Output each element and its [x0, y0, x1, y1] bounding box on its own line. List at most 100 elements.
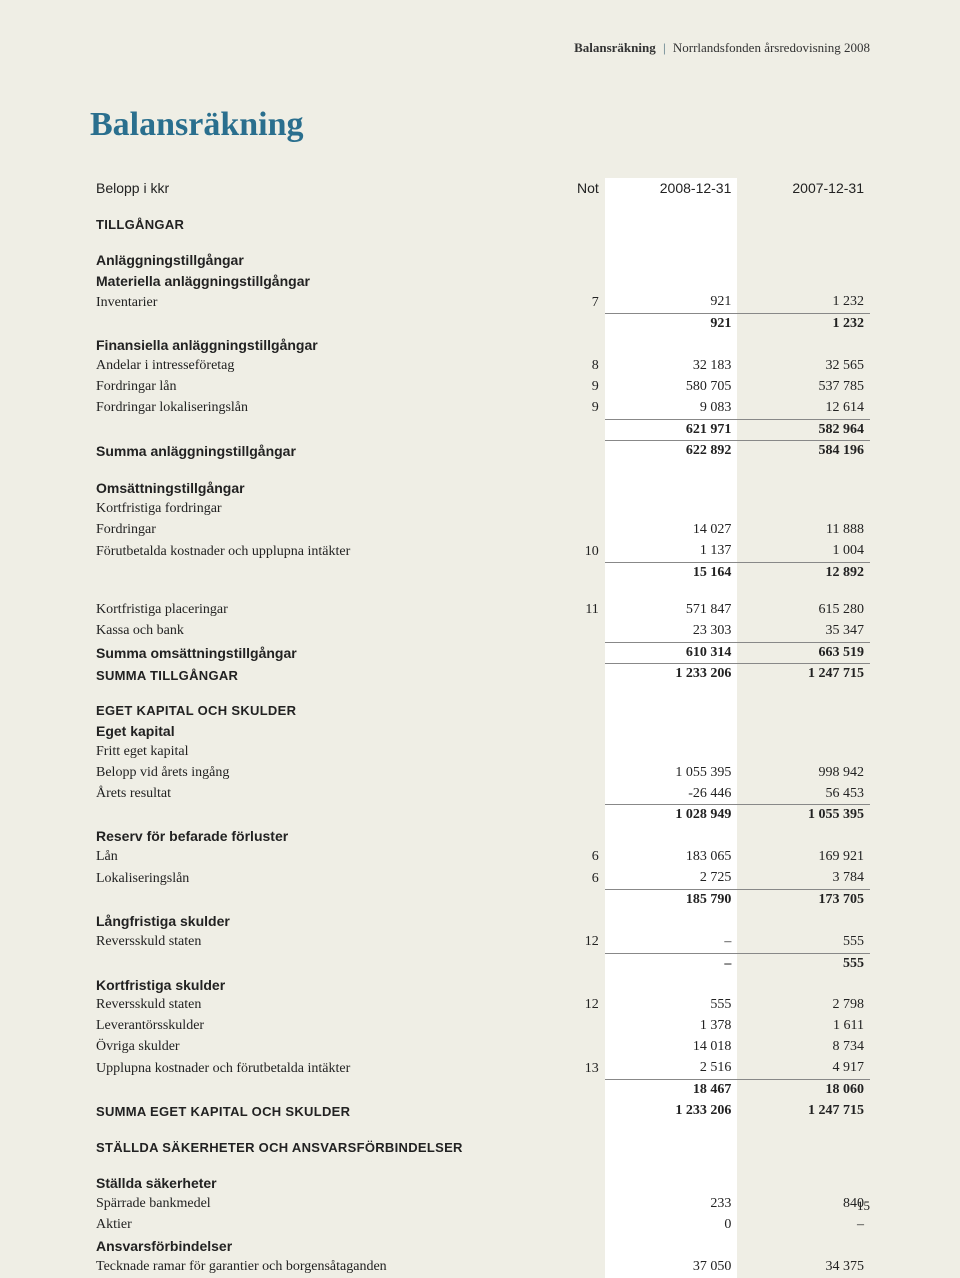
- v1: 1 233 206: [605, 1101, 738, 1122]
- v1: –: [605, 932, 738, 953]
- label: Reversskuld staten: [90, 932, 527, 953]
- row-summa-till: SUMMA TILLGÅNGAR 1 233 206 1 247 715: [90, 664, 870, 685]
- v1: 14 027: [605, 520, 738, 541]
- balance-sheet-table: Belopp i kkr Not 2008-12-31 2007-12-31 T…: [90, 178, 870, 1278]
- v2: 35 347: [737, 621, 870, 642]
- v2: 4 917: [737, 1058, 870, 1079]
- col-not: Not: [527, 178, 605, 199]
- row-fordr-lan: Fordringar lån 9 580 705 537 785: [90, 377, 870, 398]
- column-header-row: Belopp i kkr Not 2008-12-31 2007-12-31: [90, 178, 870, 199]
- section-stallda: Ställda säkerheter: [90, 1173, 527, 1194]
- row-belopp-ingang: Belopp vid årets ingång 1 055 395 998 94…: [90, 763, 870, 784]
- not: 12: [527, 995, 605, 1016]
- v2: 1 247 715: [737, 1101, 870, 1122]
- page-number: 15: [857, 1198, 870, 1214]
- v2: 3 784: [737, 868, 870, 889]
- label: SUMMA TILLGÅNGAR: [90, 664, 527, 685]
- label: Summa omsättningstillgångar: [90, 642, 527, 664]
- row-revers-l: Reversskuld staten 12 – 555: [90, 932, 870, 953]
- label: Tecknade ramar för garantier och borgens…: [90, 1257, 527, 1278]
- label: Övriga skulder: [90, 1037, 527, 1058]
- label: Andelar i intresseföretag: [90, 356, 527, 377]
- not: 9: [527, 398, 605, 419]
- v2: 555: [737, 953, 870, 974]
- label: Lån: [90, 847, 527, 868]
- row-eget-sum: 1 028 949 1 055 395: [90, 805, 870, 826]
- v1: 14 018: [605, 1037, 738, 1058]
- row-kort-sum: 18 467 18 060: [90, 1080, 870, 1101]
- v1: 18 467: [605, 1080, 738, 1101]
- not: 11: [527, 600, 605, 621]
- label: Belopp vid årets ingång: [90, 763, 527, 784]
- v2: –: [737, 1215, 870, 1236]
- v2: 11 888: [737, 520, 870, 541]
- label: SUMMA EGET KAPITAL OCH SKULDER: [90, 1101, 527, 1122]
- v2: 582 964: [737, 419, 870, 441]
- not: 6: [527, 847, 605, 868]
- row-tecknade: Tecknade ramar för garantier och borgens…: [90, 1257, 870, 1278]
- page-title: Balansräkning: [90, 106, 870, 144]
- v1: 610 314: [605, 642, 738, 664]
- label: Leverantörsskulder: [90, 1016, 527, 1037]
- section-fin: Finansiella anläggningstillgångar: [90, 335, 527, 356]
- v2: 12 614: [737, 398, 870, 419]
- v2: 32 565: [737, 356, 870, 377]
- label: Aktier: [90, 1215, 527, 1236]
- v1: 571 847: [605, 600, 738, 621]
- not: 9: [527, 377, 605, 398]
- v2: 537 785: [737, 377, 870, 398]
- row-fordringar: Fordringar 14 027 11 888: [90, 520, 870, 541]
- v1: 621 971: [605, 419, 738, 441]
- v2: 998 942: [737, 763, 870, 784]
- not: 13: [527, 1058, 605, 1079]
- label: Fordringar lokaliseringslån: [90, 398, 527, 419]
- row-arets-res: Årets resultat -26 446 56 453: [90, 784, 870, 805]
- v2: 1 055 395: [737, 805, 870, 826]
- row-upplupna: Upplupna kostnader och förutbetalda intä…: [90, 1058, 870, 1079]
- page: Balansräkning | Norrlandsfonden årsredov…: [0, 0, 960, 1238]
- section-oms: Omsättningstillgångar: [90, 478, 527, 499]
- v2: 8 734: [737, 1037, 870, 1058]
- row-revers-k: Reversskuld staten 12 555 2 798: [90, 995, 870, 1016]
- v1: 1 137: [605, 541, 738, 562]
- v1: –: [605, 953, 738, 974]
- v1: 2 516: [605, 1058, 738, 1079]
- row-kort-plac: Kortfristiga placeringar 11 571 847 615 …: [90, 600, 870, 621]
- v1: 2 725: [605, 868, 738, 889]
- v1: 580 705: [605, 377, 738, 398]
- section-reserv: Reserv för befarade förluster: [90, 826, 527, 847]
- v2: 1 611: [737, 1016, 870, 1037]
- v1: 233: [605, 1194, 738, 1215]
- row-lev: Leverantörsskulder 1 378 1 611: [90, 1016, 870, 1037]
- col-2007: 2007-12-31: [737, 178, 870, 199]
- v2: 173 705: [737, 890, 870, 911]
- v1: 23 303: [605, 621, 738, 642]
- row-andelar: Andelar i intresseföretag 8 32 183 32 56…: [90, 356, 870, 377]
- v2: 34 375: [737, 1257, 870, 1278]
- v2: 12 892: [737, 562, 870, 583]
- v1: 1 378: [605, 1016, 738, 1037]
- v2: 663 519: [737, 642, 870, 664]
- v1: 9 083: [605, 398, 738, 419]
- section-fritt: Fritt eget kapital: [90, 742, 527, 763]
- separator: |: [663, 40, 666, 55]
- v1: 37 050: [605, 1257, 738, 1278]
- section-ansvars: Ansvarsförbindelser: [90, 1236, 527, 1257]
- label: Inventarier: [90, 292, 527, 313]
- v2: 2 798: [737, 995, 870, 1016]
- v1: -26 446: [605, 784, 738, 805]
- section-kort: Kortfristiga skulder: [90, 975, 527, 996]
- row-fin-sum: 621 971 582 964: [90, 419, 870, 441]
- v2: 1 232: [737, 314, 870, 335]
- label: Kassa och bank: [90, 621, 527, 642]
- row-ford-sum: 15 164 12 892: [90, 562, 870, 583]
- label: Lokaliseringslån: [90, 868, 527, 889]
- row-summa-oms: Summa omsättningstillgångar 610 314 663 …: [90, 642, 870, 664]
- section-tillgangar: TILLGÅNGAR: [90, 215, 527, 235]
- not: 7: [527, 292, 605, 313]
- running-head-section: Balansräkning: [574, 40, 656, 55]
- label: Årets resultat: [90, 784, 527, 805]
- v1: 32 183: [605, 356, 738, 377]
- section-kortfr-ford: Kortfristiga fordringar: [90, 499, 527, 520]
- v1: 622 892: [605, 441, 738, 462]
